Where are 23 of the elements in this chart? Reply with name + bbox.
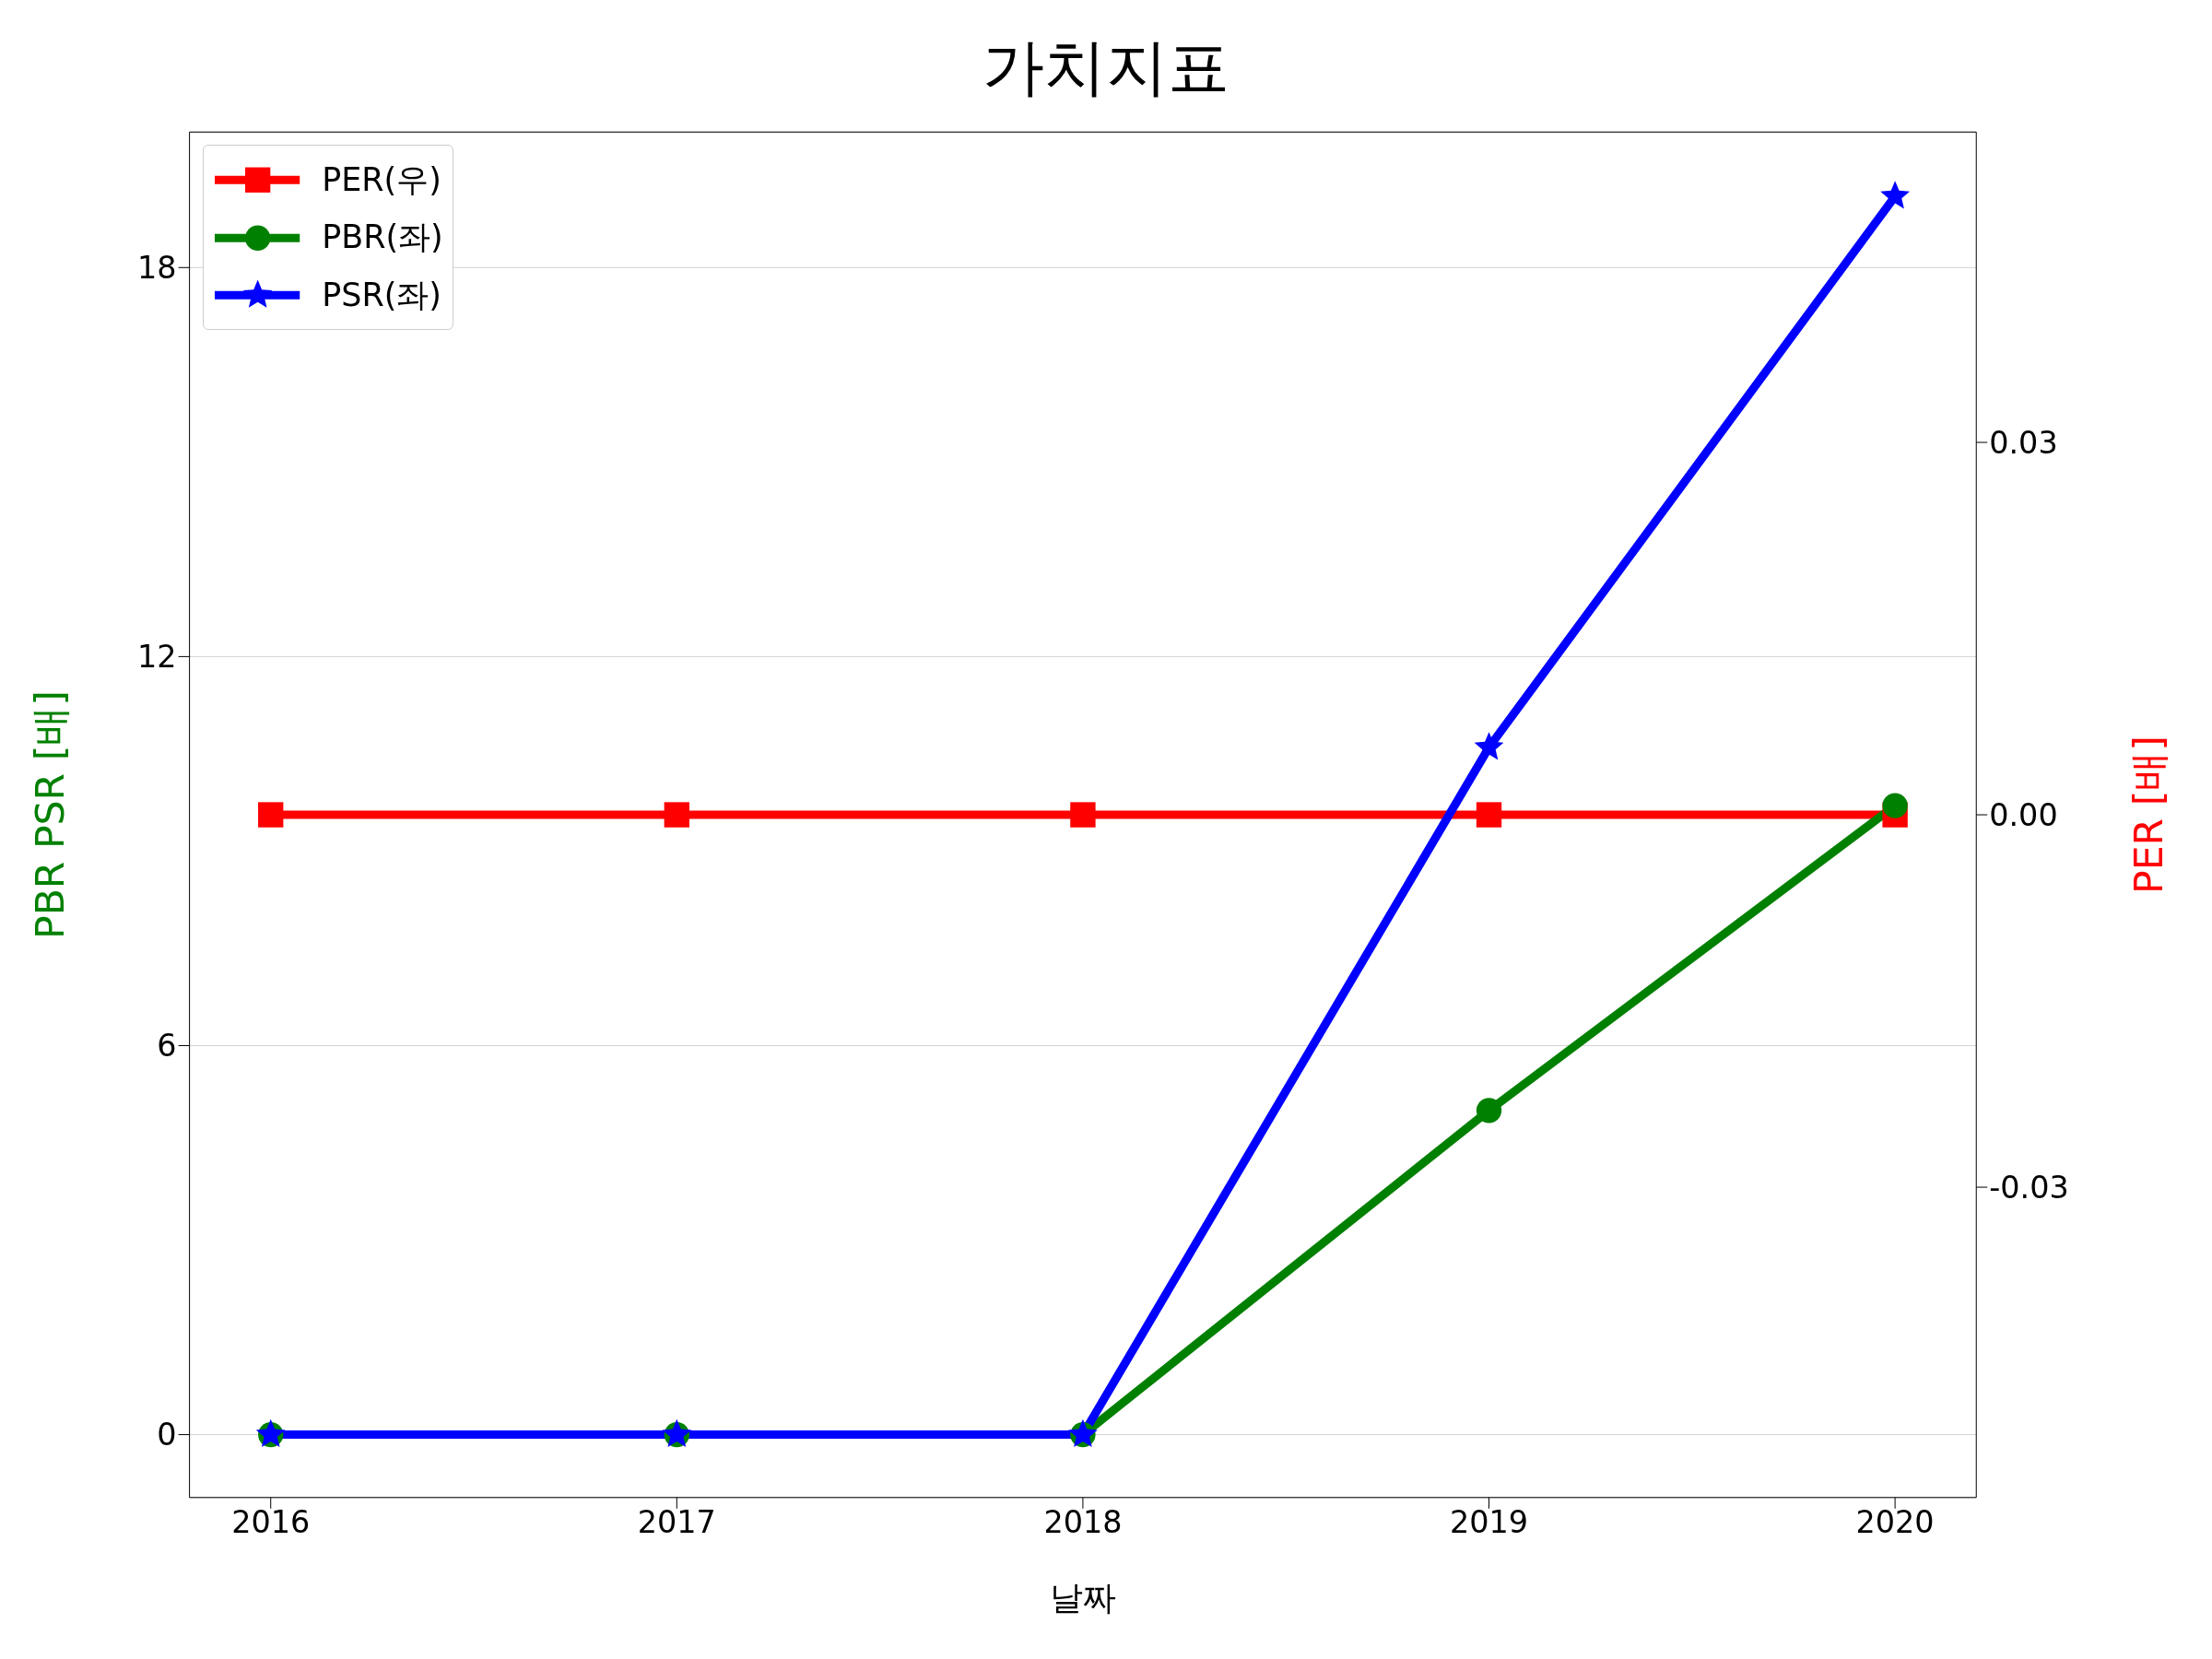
point	[1474, 732, 1504, 760]
x-tick-label: 2016	[231, 1503, 311, 1540]
y-tick-label: 18	[137, 250, 177, 287]
y-tick-label: 6	[157, 1028, 177, 1065]
y2-tick-label: 0.03	[1989, 424, 2058, 461]
y-axis-title: PBR PSR [배]	[26, 690, 73, 939]
legend-label: PER(우)	[322, 159, 441, 200]
x-tick-label: 2017	[637, 1503, 716, 1540]
y2-axis-title: PER [배]	[2125, 735, 2172, 894]
x-tick-label: 2018	[1043, 1503, 1123, 1540]
x-tick-label: 2020	[1855, 1503, 1935, 1540]
y-tick-label: 12	[137, 639, 177, 676]
y-tick-label: 0	[157, 1417, 177, 1453]
legend-label: PSR(좌)	[322, 275, 441, 315]
chart-title: 가치지표	[982, 30, 1230, 106]
point	[1880, 181, 1911, 209]
x-axis-title: 날짜	[1049, 1578, 1116, 1618]
x-tick-label: 2019	[1449, 1503, 1529, 1540]
point	[1882, 793, 1908, 818]
y2-tick-label: -0.03	[1989, 1169, 2069, 1206]
y2-tick-label: 0.00	[1989, 796, 2058, 833]
point	[1476, 1098, 1502, 1124]
legend-label: PBR(좌)	[322, 218, 443, 258]
